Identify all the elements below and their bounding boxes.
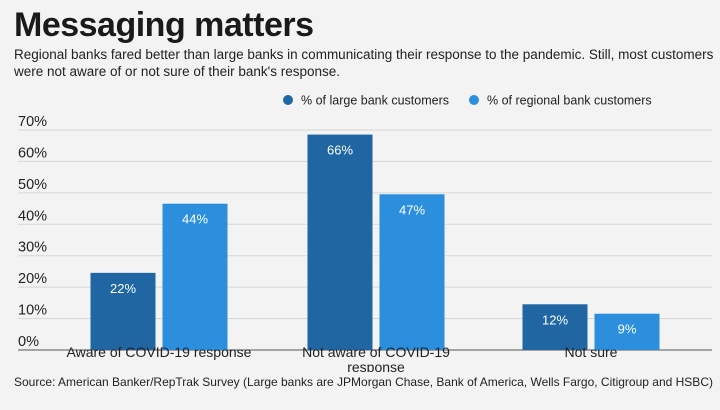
x-category-label: Aware of COVID-19 response <box>67 344 252 360</box>
legend-swatch <box>469 95 479 105</box>
bar-value-label: 47% <box>399 202 425 217</box>
bar <box>162 203 228 350</box>
y-axis-ticks: 0% 10% 20% 30% 40% 50% 60% 70% <box>18 114 47 350</box>
source-note: Source: American Banker/RepTrak Survey (… <box>14 375 713 389</box>
y-tick-label: 0% <box>18 334 39 350</box>
bar <box>307 134 373 350</box>
y-tick-label: 10% <box>18 303 47 319</box>
bar-value-label: 44% <box>182 212 208 227</box>
bar-value-label: 9% <box>618 322 637 337</box>
bars <box>90 134 660 350</box>
y-tick-label: 70% <box>18 114 47 130</box>
y-tick-label: 50% <box>18 177 47 193</box>
bar-chart: 0% 10% 20% 30% 40% 50% 60% 70% 22% 44% 66% 47% 12% 9… <box>18 94 712 372</box>
x-category-label: Not aware of COVID-19 <box>302 344 450 360</box>
legend-swatch <box>283 95 293 105</box>
x-category-label: Not sure <box>565 344 618 360</box>
legend-label: % of regional bank customers <box>487 94 652 108</box>
bar-value-label: 12% <box>542 312 568 327</box>
y-tick-label: 30% <box>18 240 47 256</box>
bar <box>379 194 445 350</box>
y-tick-label: 60% <box>18 145 47 161</box>
legend: % of large bank customers % of regional b… <box>283 94 652 108</box>
bar-value-label: 66% <box>327 143 353 158</box>
y-tick-label: 20% <box>18 271 47 287</box>
bar <box>594 313 660 350</box>
y-tick-label: 40% <box>18 208 47 224</box>
chart-subtitle: Regional banks fared better than large b… <box>14 47 714 79</box>
bar-value-label: 22% <box>110 281 136 296</box>
x-axis-categories: Aware of COVID-19 response Not aware of C… <box>67 344 618 372</box>
bar-labels: 22% 44% 66% 47% 12% 9% <box>110 143 637 337</box>
x-category-label: response <box>347 359 405 372</box>
chart-title: Messaging matters <box>14 6 314 44</box>
legend-label: % of large bank customers <box>301 94 449 108</box>
bar <box>90 272 156 350</box>
bar <box>522 304 588 350</box>
